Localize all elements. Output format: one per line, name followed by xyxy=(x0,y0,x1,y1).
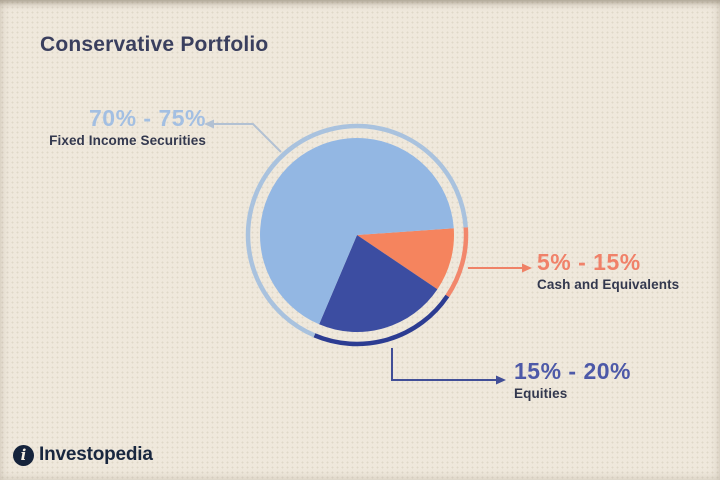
investopedia-wordmark: Investopedia xyxy=(39,444,153,465)
leader-arrow-equities xyxy=(496,375,506,385)
pie-slice-fixed-income-securities xyxy=(259,137,454,325)
cash-range-label: 5% - 15% xyxy=(537,249,641,275)
callout-cash: 5% - 15% Cash and Equivalents xyxy=(537,251,679,292)
pie-outer-ring xyxy=(245,123,469,347)
ring-arc-equities xyxy=(313,294,450,347)
leader-line-equities xyxy=(391,348,498,381)
pie-slice-equities xyxy=(319,235,438,332)
page-title: Conservative Portfolio xyxy=(40,33,269,56)
leader-lines xyxy=(204,119,532,385)
equities-range-label: 15% - 20% xyxy=(514,358,632,384)
leader-arrow-fixed-income xyxy=(204,119,214,129)
investopedia-logo-icon: i xyxy=(13,444,34,466)
callout-equities: 15% - 20% Equities xyxy=(514,360,631,401)
cash-name-label: Cash and Equivalents xyxy=(537,277,680,292)
fixed-income-range-label: 70% - 75% xyxy=(88,105,206,131)
leader-line-fixed-income xyxy=(210,123,282,153)
leader-arrow-cash xyxy=(522,263,532,273)
equities-name-label: Equities xyxy=(514,386,568,401)
fixed-income-name-label: Fixed Income Securities xyxy=(49,133,206,148)
investopedia-logo: i Investopedia xyxy=(13,444,153,466)
ring-arc-cash-and-equivalents xyxy=(445,227,469,298)
pie-slice-cash-and-equivalents xyxy=(357,228,455,290)
ring-arc-fixed-income-securities xyxy=(245,123,468,338)
callout-fixed-income: 70% - 75% Fixed Income Securities xyxy=(28,107,206,148)
pie-slices xyxy=(259,137,455,332)
